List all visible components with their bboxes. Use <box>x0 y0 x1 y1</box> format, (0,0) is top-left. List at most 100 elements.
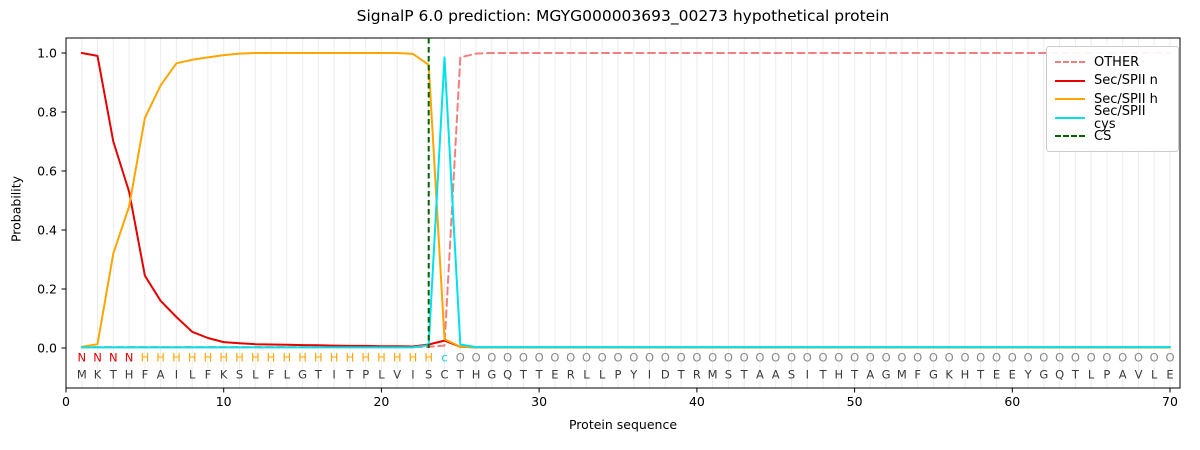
region-letter: O <box>976 351 985 365</box>
x-tick-label: 0 <box>62 394 70 409</box>
sequence-letter: L <box>1088 368 1095 382</box>
sequence-letter: E <box>993 368 1000 382</box>
region-letter: H <box>267 351 276 365</box>
sequence-letter: M <box>897 368 907 382</box>
region-letter: O <box>566 351 575 365</box>
sequence-letter: L <box>189 368 196 382</box>
region-letter: O <box>803 351 812 365</box>
sequence-letter: T <box>976 368 985 382</box>
region-letter: O <box>1055 351 1064 365</box>
sequence-letter: F <box>205 368 212 382</box>
region-letter: H <box>235 351 244 365</box>
plot-border <box>65 37 1181 389</box>
x-tick-label: 60 <box>1004 394 1020 409</box>
sequence-letter: T <box>850 368 859 382</box>
sequence-letter: H <box>472 368 481 382</box>
sequence-letter: F <box>268 368 275 382</box>
x-tick-label: 40 <box>689 394 705 409</box>
sequence-letter: H <box>125 368 134 382</box>
region-letter: O <box>598 351 607 365</box>
region-letter: O <box>740 351 749 365</box>
region-letter: O <box>1071 351 1080 365</box>
region-letter: H <box>361 351 370 365</box>
legend: OTHER Sec/SPII n Sec/SPII h Sec/SPII cys CS <box>1046 46 1179 152</box>
region-letter: O <box>645 351 654 365</box>
y-axis-ticks: 0.0 0.2 0.4 0.6 0.8 1.0 <box>37 46 66 356</box>
region-letter: H <box>314 351 323 365</box>
region-letter: O <box>1039 351 1048 365</box>
region-letter: O <box>897 351 906 365</box>
region-letter: H <box>156 351 165 365</box>
region-letter: O <box>913 351 922 365</box>
legend-label: OTHER <box>1094 54 1140 70</box>
sequence-letter: I <box>806 368 809 382</box>
sequence-letter: V <box>1135 368 1143 382</box>
series-line-sec-spii-cys <box>80 56 1171 349</box>
sequence-letter: Q <box>503 368 512 382</box>
sequence-letter: I <box>332 368 335 382</box>
region-letter: O <box>771 351 780 365</box>
region-letter: O <box>692 351 701 365</box>
chart-title: SignalP 6.0 prediction: MGYG000003693_00… <box>356 7 890 25</box>
sequence-letter: P <box>615 368 622 382</box>
sequence-letter: T <box>1071 368 1080 382</box>
region-letter: O <box>535 351 544 365</box>
x-tick-label: 70 <box>1162 394 1178 409</box>
sequence-letter: G <box>1039 368 1048 382</box>
legend-item-other: OTHER <box>1055 53 1170 71</box>
y-tick-label: 0.6 <box>37 164 57 179</box>
sequence-letter: A <box>1119 368 1127 382</box>
region-letter: H <box>330 351 339 365</box>
region-letter: O <box>1102 351 1111 365</box>
sequence-letter: A <box>772 368 780 382</box>
sequence-letter: S <box>425 368 432 382</box>
legend-item-sec-spii-n: Sec/SPII n <box>1055 72 1170 90</box>
region-letter: H <box>141 351 150 365</box>
sequence-letter: Y <box>629 368 638 382</box>
sequence-letter: F <box>142 368 149 382</box>
y-tick-label: 0.8 <box>37 105 57 120</box>
sequence-letter: R <box>693 368 701 382</box>
region-letter: O <box>708 351 717 365</box>
region-letter: O <box>1165 351 1174 365</box>
region-letter: H <box>346 351 355 365</box>
region-letter: O <box>945 351 954 365</box>
region-letter: H <box>172 351 181 365</box>
region-letter: H <box>424 351 433 365</box>
y-axis-label: Probability <box>8 175 24 243</box>
sequence-letter: G <box>298 368 307 382</box>
region-letter: O <box>629 351 638 365</box>
sequence-letter: T <box>109 368 118 382</box>
legend-label: Sec/SPII n <box>1094 73 1158 88</box>
region-letter: O <box>992 351 1001 365</box>
region-letter: N <box>93 351 102 365</box>
sequence-letter: I <box>648 368 651 382</box>
y-tick-label: 0.4 <box>37 223 57 238</box>
legend-item-cs: CS <box>1055 127 1170 145</box>
sequence-letter: A <box>157 368 165 382</box>
region-letter: H <box>409 351 418 365</box>
series-line-other <box>80 52 1171 349</box>
sequence-letter: T <box>535 368 544 382</box>
legend-label: Sec/SPII h <box>1094 91 1158 107</box>
sequence-letter: Y <box>1024 368 1033 382</box>
region-letter: O <box>677 351 686 365</box>
region-letter: H <box>393 351 402 365</box>
region-letter: O <box>487 351 496 365</box>
region-letter: H <box>188 351 197 365</box>
x-axis-label: Protein sequence <box>568 417 678 432</box>
sequence-letter: E <box>551 368 558 382</box>
region-letter: O <box>929 351 938 365</box>
sequence-letter: A <box>866 368 874 382</box>
x-tick-label: 50 <box>847 394 863 409</box>
sequence-letter: G <box>929 368 938 382</box>
sequence-letter: T <box>818 368 827 382</box>
region-letter: O <box>472 351 481 365</box>
sequence-letter: L <box>583 368 590 382</box>
sequence-letter: K <box>94 368 102 382</box>
sequence-letter: T <box>677 368 686 382</box>
sequence-letter: D <box>661 368 670 382</box>
sequence-letter: P <box>362 368 369 382</box>
region-letter: c <box>441 351 447 365</box>
